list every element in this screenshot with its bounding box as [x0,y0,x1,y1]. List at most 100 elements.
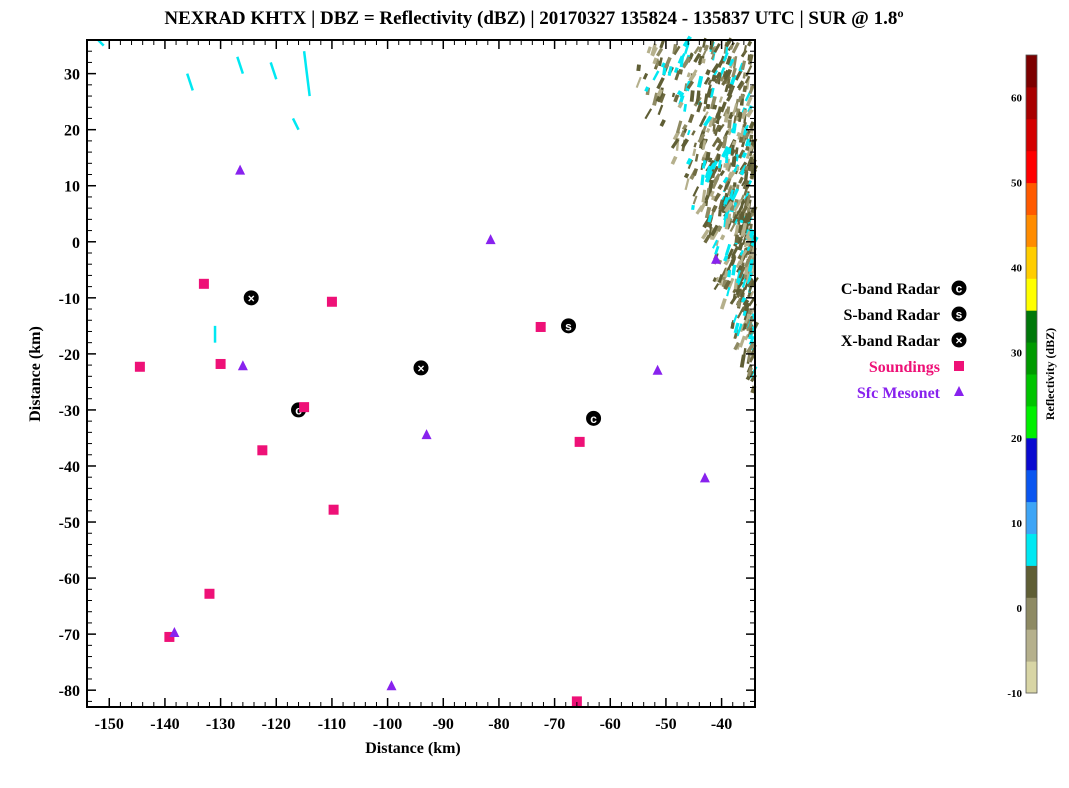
x-band-radarpoint: × [243,290,259,306]
reflectivity-gate [738,81,745,91]
y-tick-label: 20 [64,123,80,140]
legend-label: Soundings [869,359,940,376]
reflectivity-gate [727,119,732,129]
reflectivity-gate [748,84,756,95]
reflectivity-gate [711,195,716,201]
reflectivity-gate [744,313,751,324]
c-band-radarpoint: c [586,410,602,426]
reflectivity-gate [723,279,732,290]
reflectivity-gate [703,76,711,85]
reflectivity-gate [747,291,753,298]
reflectivity-gate [733,332,738,340]
reflectivity-gate [701,58,706,64]
reflectivity-gate [687,159,694,170]
reflectivity-gate [644,108,653,120]
reflectivity-gate [734,234,739,243]
legend-label: C-band Radar [841,281,940,298]
colorbar-segment [1026,214,1037,247]
soundingspoint [535,321,546,332]
reflectivity-gate [686,72,691,78]
legend-marker: × [951,332,967,348]
radar-letter: s [956,308,963,322]
radar-letter: × [417,361,424,375]
sfc-mesonetpoint [386,680,397,691]
reflectivity-gate [693,46,701,55]
reflectivity-gate [745,342,755,354]
y-tick-label: -70 [59,627,80,644]
colorbar-segment [1026,501,1037,534]
colorbar-tick-label: 50 [1011,178,1023,190]
reflectivity-gate [716,225,723,233]
reflectivity-gate [750,207,756,214]
reflectivity-gate [726,127,733,136]
reflectivity-gate [736,264,742,273]
reflectivity-gate [730,155,737,166]
reflectivity-gate [740,134,746,143]
reflectivity-gate [702,125,707,132]
reflectivity-gate [748,121,756,130]
soundingspoint [215,358,226,369]
reflectivity-gate [726,78,731,86]
reflectivity-gate [736,131,740,137]
reflectivity-gate [658,57,663,67]
reflectivity-gate [733,164,740,173]
reflectivity-gate [697,133,706,144]
reflectivity-gate [735,260,742,269]
legend-marker [954,361,964,371]
reflectivity-gate [732,55,738,69]
x-tick-label: -90 [433,716,454,733]
y-tick-label: -60 [59,571,80,588]
reflectivity-gate [702,106,707,112]
reflectivity-gate [709,117,717,127]
reflectivity-gate [736,80,744,89]
reflectivity-gate [740,194,745,201]
colorbar-frame [1025,54,1038,694]
colorbar-label: Reflectivity (dBZ) [1043,328,1057,420]
reflectivity-gate [711,204,718,213]
reflectivity-gate [724,243,732,256]
reflectivity-gate [681,56,692,69]
reflectivity-gate [746,246,751,251]
colorbar-tick-label: 40 [1011,263,1023,275]
reflectivity-gate [730,321,735,329]
reflectivity-gate [740,126,745,138]
reflectivity-gate [711,177,720,190]
reflectivity-gate [700,174,705,186]
reflectivity-gate [738,266,746,279]
reflectivity-gate [718,96,724,103]
reflectivity-gate [670,138,680,149]
reflectivity-gate [728,58,735,67]
reflectivity-gate [677,101,684,109]
x-tick-label: -80 [488,716,509,733]
legend: C-band Radar c S-band Radar s X-band Radar × S… [841,280,967,402]
sfc-mesonetpoint [699,472,710,483]
colorbar-tick-label: -10 [1007,688,1022,700]
reflectivity-gate [691,130,696,136]
reflectivity-gate [737,95,743,103]
reflectivity-gate [650,43,657,57]
colorbar-segment [1026,565,1037,598]
reflectivity-gate [737,200,746,214]
reflectivity-gate [742,249,748,256]
reflectivity-gate [729,204,735,212]
reflectivity-gate [269,62,278,80]
reflectivity-gate [703,93,709,105]
reflectivity-gate [681,124,688,131]
y-axis: 30 20 10 0 -10 -20 -30 -40 -50 -60 -70 -80 [59,50,755,702]
reflectivity-gate [652,70,660,81]
reflectivity-gate [742,347,747,357]
reflectivity-gate [733,115,737,124]
reflectivity-gate [745,230,752,240]
reflectivity-gate [722,51,729,62]
reflectivity-gate [733,198,743,212]
reflectivity-gate [704,191,712,202]
reflectivity-gate [723,177,731,185]
reflectivity-gate [739,354,746,368]
reflectivity-gate [721,135,728,149]
reflectivity-gate [717,159,722,169]
reflectivity-gate [705,127,711,133]
reflectivity-gate [712,239,718,249]
reflectivity-gate [706,187,710,196]
colorbar-segment [1026,374,1037,407]
reflectivity-gate [693,52,702,63]
